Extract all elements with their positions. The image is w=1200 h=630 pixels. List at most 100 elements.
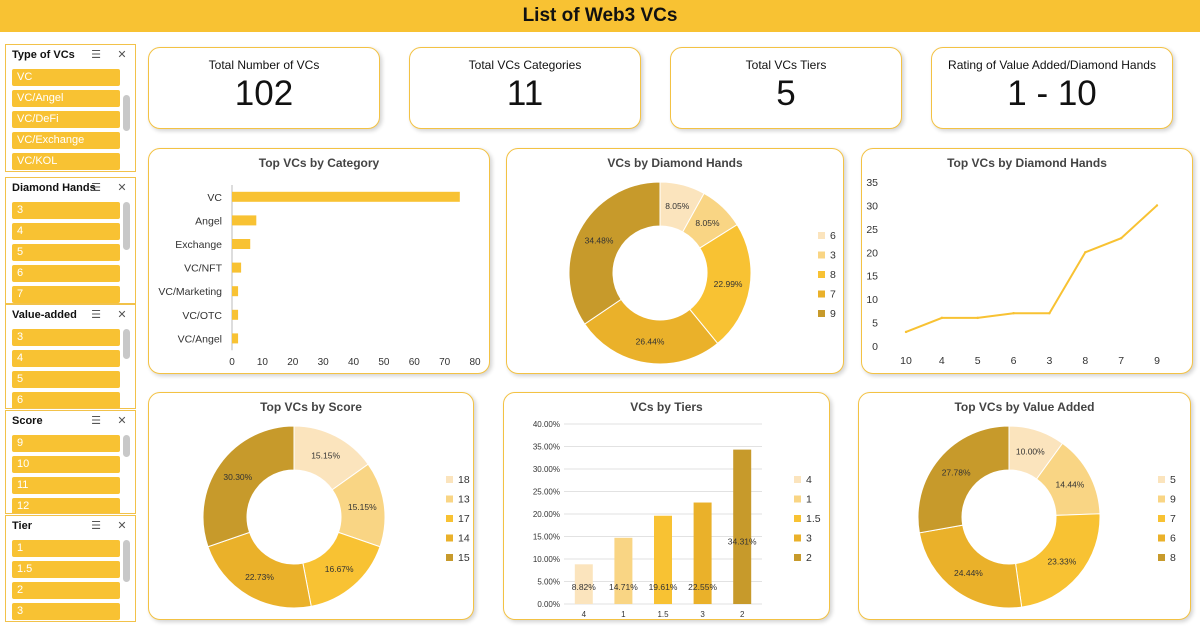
- slicer-item[interactable]: 3: [12, 603, 120, 620]
- series-line[interactable]: [905, 204, 1158, 333]
- legend-label: 2: [806, 552, 812, 564]
- multi-select-icon[interactable]: ☰: [91, 415, 101, 427]
- slicer-scrollbar[interactable]: [123, 540, 130, 582]
- slicer-item[interactable]: 6: [12, 265, 120, 282]
- bar[interactable]: [614, 537, 633, 604]
- y-tick-label: 0.00%: [537, 600, 560, 609]
- clear-filter-icon[interactable]: ✕: [117, 415, 127, 427]
- data-label: 14.44%: [1056, 480, 1085, 490]
- slicer-item[interactable]: 3: [12, 202, 120, 219]
- kpi-value: 11: [506, 74, 544, 113]
- slicer-item[interactable]: 10: [12, 456, 120, 473]
- data-point[interactable]: [1048, 312, 1051, 315]
- legend-label: 9: [830, 308, 836, 320]
- card-value-donut: Top VCs by Value Added 10.00% 14.44% 23.33…: [858, 392, 1191, 620]
- bar[interactable]: [574, 564, 593, 604]
- card-tiers-chart: VCs by Tiers 0.00% 5.00% 10.00% 15.00% 20.00…: [503, 392, 830, 620]
- data-point[interactable]: [940, 316, 944, 320]
- x-tick-label: 3: [700, 610, 705, 619]
- bar[interactable]: [232, 239, 251, 249]
- bar[interactable]: [232, 191, 460, 202]
- bar[interactable]: [232, 215, 257, 226]
- legend-label: 5: [1170, 474, 1176, 486]
- slicer-item[interactable]: 5: [12, 371, 120, 388]
- category-label: VC/Angel: [178, 333, 222, 345]
- bar[interactable]: [232, 333, 239, 344]
- bar[interactable]: [232, 286, 239, 297]
- slicer-item[interactable]: VC/Angel: [12, 90, 120, 107]
- multi-select-icon[interactable]: ☰: [91, 520, 101, 532]
- multi-select-icon[interactable]: ☰: [91, 49, 101, 61]
- value-donut-chart: 10.00% 14.44% 23.33% 24.44% 27.78% 5 9 7 6 8: [917, 425, 1176, 609]
- data-point[interactable]: [1012, 312, 1015, 315]
- slicer-item[interactable]: 6: [12, 392, 120, 408]
- clear-filter-icon[interactable]: ✕: [117, 49, 127, 61]
- slicer-item[interactable]: 4: [12, 350, 120, 367]
- clear-filter-icon[interactable]: ✕: [117, 309, 127, 321]
- data-point[interactable]: [1119, 237, 1123, 240]
- bar[interactable]: [232, 262, 242, 273]
- slicer-scrollbar[interactable]: [123, 202, 130, 250]
- slicer-scrollbar[interactable]: [123, 95, 130, 131]
- slicer-title: Tier: [12, 520, 32, 532]
- bar[interactable]: [232, 309, 239, 320]
- legend-label: 3: [830, 250, 836, 262]
- slicer-item[interactable]: 11: [12, 477, 120, 494]
- chart-title: Top VCs by Diamond Hands: [947, 156, 1107, 170]
- slicer-item[interactable]: VC/Exchange: [12, 132, 120, 149]
- diamond-line-chart: 0 5 10 15 20 25 30 35 10 4 5 6 3 8 7 9: [866, 177, 1160, 367]
- card-category-chart: Top VCs by Category VC Angel Exchange VC/NF…: [148, 148, 490, 374]
- legend-swatch: [1158, 515, 1165, 522]
- slicer-scrollbar[interactable]: [123, 435, 130, 457]
- donut-slice[interactable]: [689, 224, 752, 345]
- x-tick-label: 40: [348, 357, 360, 368]
- chart-title: Top VCs by Score: [260, 400, 362, 414]
- donut-slice[interactable]: [202, 425, 295, 548]
- bar[interactable]: [733, 449, 752, 604]
- bar[interactable]: [654, 515, 672, 604]
- donut-slice[interactable]: [918, 524, 1023, 609]
- slicer-item[interactable]: 3: [12, 329, 120, 346]
- slicer-item[interactable]: 1.5: [12, 561, 120, 578]
- legend-swatch: [446, 495, 453, 503]
- slicer-item[interactable]: 5: [12, 244, 120, 261]
- legend-swatch: [794, 534, 801, 542]
- donut-slice[interactable]: [568, 181, 661, 325]
- y-tick-label: 35.00%: [533, 443, 560, 452]
- data-point[interactable]: [1155, 204, 1159, 207]
- data-point[interactable]: [1084, 251, 1087, 254]
- slicer-item[interactable]: 2: [12, 582, 120, 599]
- x-tick-label: 0: [229, 357, 235, 368]
- clear-filter-icon[interactable]: ✕: [117, 182, 127, 194]
- legend-label: 8: [1170, 552, 1176, 564]
- slicer-item[interactable]: 1: [12, 540, 120, 557]
- slicer-item[interactable]: VC/DeFi: [12, 111, 120, 128]
- slicer-item[interactable]: 9: [12, 435, 120, 452]
- legend-label: 3: [806, 533, 812, 545]
- slicer-item[interactable]: 7: [12, 286, 120, 303]
- tiers-bar-chart: 0.00% 5.00% 10.00% 15.00% 20.00% 25.00% 30.00%…: [533, 420, 821, 619]
- slicer-item[interactable]: VC: [12, 69, 120, 86]
- donut-slice[interactable]: [917, 425, 1010, 534]
- data-point[interactable]: [976, 316, 979, 320]
- slicer-item[interactable]: 12: [12, 498, 120, 513]
- slicer-item[interactable]: 4: [12, 223, 120, 240]
- kpi-total-vcs: Total Number of VCs 102: [148, 47, 380, 129]
- slicer-scrollbar[interactable]: [123, 329, 130, 359]
- multi-select-icon[interactable]: ☰: [91, 182, 101, 194]
- data-label: 15.15%: [311, 451, 340, 461]
- bar[interactable]: [693, 502, 712, 604]
- data-point[interactable]: [904, 330, 908, 334]
- slicer-score: Score ☰ ✕ 9 10 11 12: [5, 410, 136, 514]
- chart-title: Top VCs by Category: [258, 156, 380, 170]
- legend-swatch: [1158, 554, 1165, 561]
- donut-slice[interactable]: [583, 298, 719, 365]
- legend-swatch: [818, 290, 825, 298]
- x-tick-label: 2: [740, 610, 745, 619]
- multi-select-icon[interactable]: ☰: [91, 309, 101, 321]
- slicer-item[interactable]: VC/KOL: [12, 153, 120, 170]
- clear-filter-icon[interactable]: ✕: [117, 520, 127, 532]
- donut-slice[interactable]: [207, 531, 312, 609]
- legend-label: 13: [458, 494, 470, 506]
- legend-label: 9: [1170, 494, 1176, 506]
